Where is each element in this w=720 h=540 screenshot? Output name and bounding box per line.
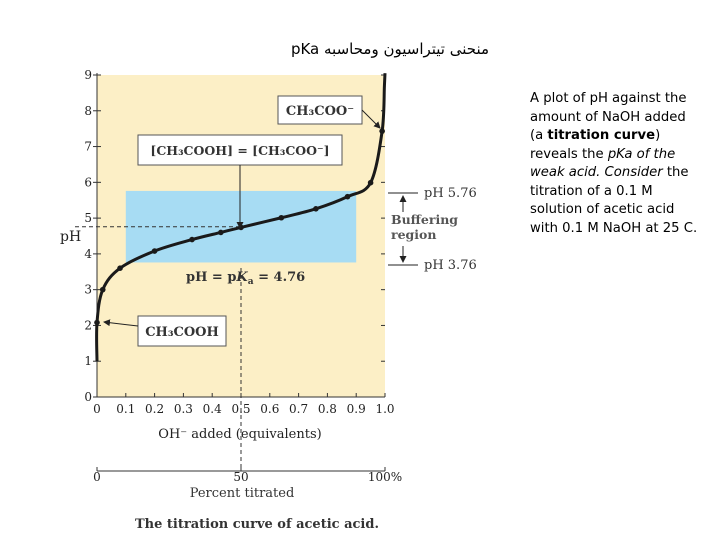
y-tick-label: 5 bbox=[84, 211, 92, 225]
x-tick-labels: 0 0.1 0.2 0.3 0.4 0.5 0.6 0.7 0.8 0.9 1.0 bbox=[93, 393, 395, 416]
x-tick-label: 0.1 bbox=[116, 402, 135, 416]
data-point bbox=[238, 224, 244, 231]
data-point bbox=[218, 229, 224, 236]
x2-tick-label: 0 bbox=[93, 470, 101, 484]
buffering-label-1: Buffering bbox=[391, 212, 458, 227]
x2-tick-label: 100% bbox=[368, 470, 402, 484]
x-tick-label: 0.2 bbox=[145, 402, 164, 416]
x2-tick-label: 50 bbox=[233, 470, 248, 484]
dashed-guides bbox=[75, 226, 242, 470]
percent-titrated-axis: 0 50 100% bbox=[93, 467, 402, 484]
y-tick-label: 8 bbox=[84, 104, 92, 118]
pka-label-pre: pH = p bbox=[186, 270, 236, 285]
acid-box bbox=[137, 315, 227, 347]
data-point bbox=[379, 128, 385, 134]
x2-axis-label: Percent titrated bbox=[190, 486, 295, 501]
acetate-arrow bbox=[361, 109, 381, 129]
caption-italic: pKa of the weak acid. Consider bbox=[530, 146, 676, 181]
equal-box bbox=[137, 134, 343, 166]
x-tick-label: 0.9 bbox=[347, 402, 366, 416]
data-point bbox=[151, 248, 158, 254]
x-tick-label: 0.8 bbox=[318, 402, 337, 416]
y-tick-label: 6 bbox=[84, 175, 92, 189]
caption-part-1: A plot of pH against the amount of NaOH … bbox=[530, 91, 687, 143]
y-tick-label: 2 bbox=[84, 318, 92, 332]
caption-part-3: the titration of a 0.1 M solution of ace… bbox=[530, 165, 698, 236]
x-tick-label: 0.5 bbox=[231, 402, 250, 416]
x-tick-label: 0.6 bbox=[260, 402, 279, 416]
y-tick-labels: 0 1 2 3 4 5 6 7 8 9 bbox=[84, 68, 385, 404]
data-point bbox=[344, 193, 351, 200]
y-tick-label: 4 bbox=[84, 247, 92, 261]
y-tick-label: 1 bbox=[84, 354, 92, 368]
slide-title: منحنى تیترا‌سیون ومحاسبه pKa bbox=[290, 40, 490, 58]
x-tick-label: 1.0 bbox=[375, 402, 394, 416]
data-point bbox=[313, 206, 319, 212]
x-tick-label: 0 bbox=[93, 402, 101, 416]
ph-low-label: pH 3.76 bbox=[424, 258, 477, 273]
pka-label-a: a bbox=[248, 277, 254, 287]
ph-high-label: pH 5.76 bbox=[424, 186, 477, 201]
data-point bbox=[99, 286, 106, 293]
x-tick-label: 0.7 bbox=[289, 402, 308, 416]
x-tick-label: 0.3 bbox=[174, 402, 193, 416]
caption-part-2: ) reveals the bbox=[530, 128, 661, 162]
data-point bbox=[367, 179, 374, 186]
buffering-label-2: region bbox=[391, 227, 436, 242]
equal-label: [CH₃COOH] = [CH₃COO⁻] bbox=[150, 143, 329, 158]
data-point bbox=[278, 214, 285, 221]
acetate-label: CH₃COO⁻ bbox=[286, 104, 354, 119]
chart-caption: The titration curve of acetic acid. bbox=[135, 517, 379, 532]
y-axis-label: pH bbox=[60, 229, 81, 245]
data-point bbox=[117, 265, 123, 272]
x-axis-label: OH⁻ added (equivalents) bbox=[158, 427, 321, 442]
pka-label-post: = 4.76 bbox=[254, 270, 306, 285]
y-tick-label: 9 bbox=[84, 68, 92, 82]
y-tick-label: 0 bbox=[84, 390, 92, 404]
acetate-box bbox=[277, 95, 363, 125]
data-point bbox=[189, 236, 195, 243]
slide-caption: A plot of pH against the amount of NaOH … bbox=[530, 90, 700, 238]
acid-arrow bbox=[103, 319, 139, 327]
y-tick-label: 7 bbox=[84, 140, 92, 154]
pka-label: pH = pKa = 4.76 bbox=[186, 270, 305, 287]
x-tick-label: 0.4 bbox=[203, 402, 222, 416]
acid-label: CH₃COOH bbox=[145, 325, 219, 340]
caption-bold: titration curve bbox=[547, 128, 656, 143]
pka-label-k: K bbox=[235, 270, 248, 285]
y-tick-label: 3 bbox=[84, 283, 92, 297]
data-point bbox=[94, 319, 100, 326]
